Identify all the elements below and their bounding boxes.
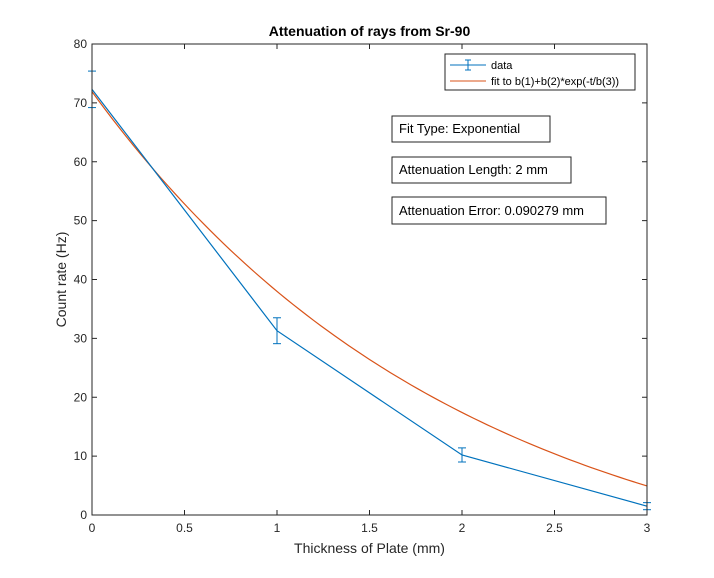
data-point-errorbar (458, 447, 466, 463)
y-tick-label: 0 (80, 508, 87, 522)
annotation-box (391, 196, 607, 225)
x-tick-label: 2.5 (546, 521, 563, 535)
x-tick-label: 0 (89, 521, 96, 535)
legend-label-fit: fit to b(1)+b(2)*exp(-t/b(3)) (491, 76, 619, 88)
legend: data fit to b(1)+b(2)*exp(-t/b(3)) (444, 53, 636, 91)
x-tick-label: 2 (459, 521, 466, 535)
annotation-box (391, 156, 572, 184)
x-tick-label: 3 (644, 521, 651, 535)
annotation-text: Attenuation Length: 2 mm (399, 162, 548, 177)
y-tick-label: 50 (74, 214, 88, 228)
x-axis-label: Thickness of Plate (mm) (294, 540, 445, 556)
y-axis-label: Count rate (Hz) (53, 232, 69, 328)
y-axis: 0 10 20 30 40 50 60 70 80 (74, 37, 647, 522)
x-axis: 0 0.5 1 1.5 2 2.5 3 (89, 44, 651, 535)
series-line-fit (91, 91, 648, 487)
y-tick-label: 40 (74, 273, 88, 287)
y-tick-label: 20 (74, 390, 88, 404)
legend-label-data: data (491, 60, 513, 72)
y-tick-label: 70 (74, 96, 88, 110)
y-tick-label: 30 (74, 331, 88, 345)
y-tick-label: 10 (74, 449, 88, 463)
legend-entry-data: data (450, 59, 513, 72)
plot-area (92, 44, 647, 515)
annotation-text: Attenuation Error: 0.090279 mm (399, 203, 584, 218)
annotation-attenuation-error: Attenuation Error: 0.090279 mm (391, 196, 607, 225)
y-tick-label: 80 (74, 37, 88, 51)
annotation-text: Fit Type: Exponential (399, 121, 520, 136)
series-line-data (91, 88, 648, 507)
y-tick-label: 60 (74, 155, 88, 169)
annotation-attenuation-length: Attenuation Length: 2 mm (391, 156, 572, 184)
fit-layer (91, 91, 648, 487)
annotation-fit-type: Fit Type: Exponential (391, 115, 551, 143)
annotation-box (391, 115, 551, 143)
chart-title: Attenuation of rays from Sr-90 (269, 23, 471, 39)
legend-box (444, 53, 636, 91)
legend-entry-fit: fit to b(1)+b(2)*exp(-t/b(3)) (450, 76, 619, 88)
data-point-errorbar (273, 317, 281, 345)
x-tick-label: 1.5 (361, 521, 378, 535)
x-tick-label: 1 (274, 521, 281, 535)
x-tick-label: 0.5 (176, 521, 193, 535)
